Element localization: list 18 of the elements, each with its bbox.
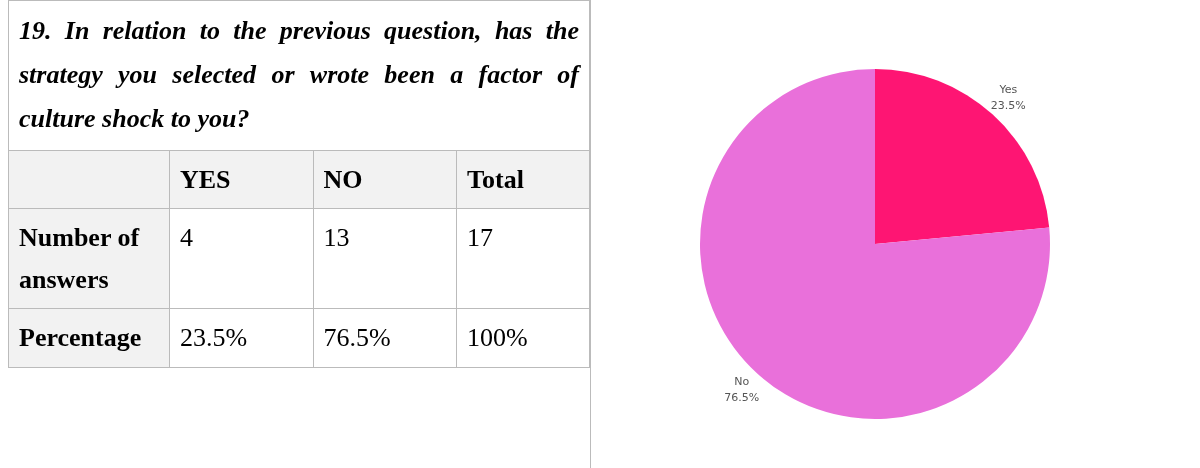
slice-label: Yes <box>998 82 1018 96</box>
data-label: 23.5% <box>990 98 1026 112</box>
category-label: Total <box>456 150 590 209</box>
category-label: Number of answers <box>19 223 140 294</box>
category-label: Percentage <box>19 323 142 353</box>
data-label: 76.5% <box>724 391 760 405</box>
text: 23.5% <box>180 323 248 353</box>
text: 4 <box>180 223 193 253</box>
category-label: NO <box>313 150 457 209</box>
slice-label: No <box>734 375 750 389</box>
pie-slice <box>700 69 1050 419</box>
pie-slice <box>875 69 1050 244</box>
text: 17 <box>467 223 494 253</box>
text: 19. In relation to the previous question, has the strategy you selected or wrote been a factor of culture shock to you? <box>8 0 590 151</box>
text: 100% <box>467 323 528 353</box>
text: 76.5% <box>323 323 391 353</box>
text: 13 <box>323 223 350 253</box>
category-label: YES <box>169 150 314 209</box>
